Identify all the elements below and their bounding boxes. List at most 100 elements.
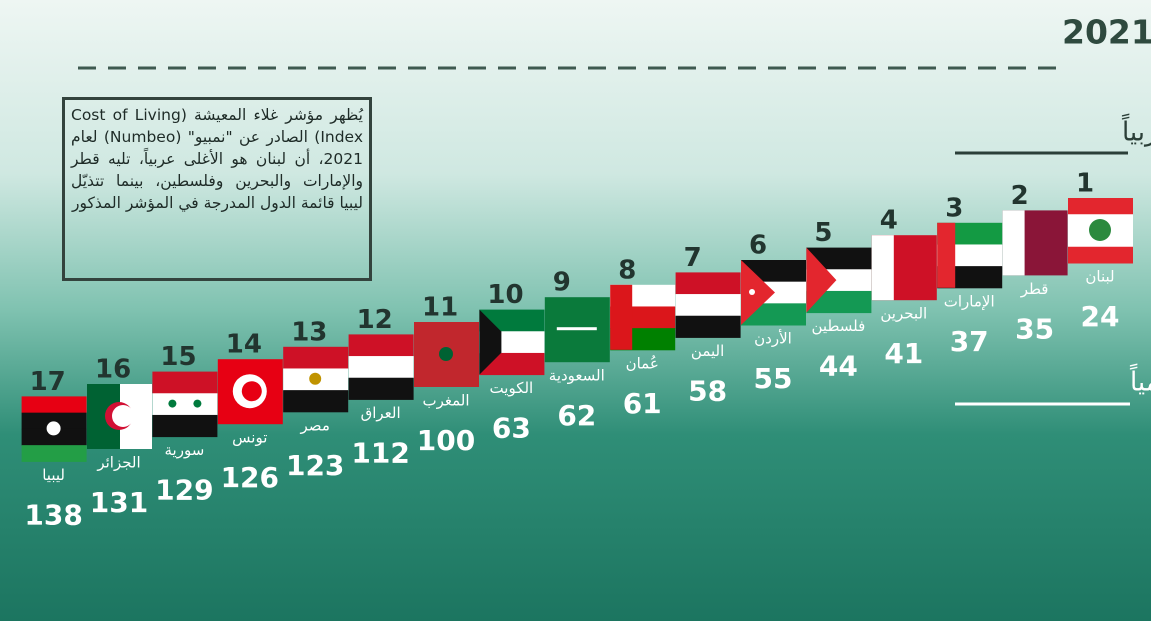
flag-part [152, 371, 218, 394]
arab-rank: 8 [618, 255, 636, 285]
flag-part [610, 284, 633, 350]
flag-part [439, 347, 453, 361]
flag [806, 247, 872, 314]
country-name: اليمن [691, 342, 724, 360]
world-rank: 138 [24, 498, 82, 531]
world-rank: 35 [1015, 312, 1054, 345]
flag [21, 396, 87, 462]
flag-part [348, 377, 414, 400]
arab-rank: 10 [487, 280, 523, 310]
country-name: ليبيا [42, 466, 65, 484]
flag [610, 284, 676, 351]
arab-rank: 9 [553, 268, 571, 298]
flag-part [283, 346, 349, 369]
title: تعرّف إلى أغلى الدول العربية في تكاليف ا… [1062, 11, 1151, 53]
country-name: قطر [1020, 280, 1049, 298]
flag-part [806, 290, 872, 314]
country-name: لبنان [1085, 268, 1114, 286]
arab-rank: 17 [30, 367, 66, 397]
flag-part [1068, 246, 1133, 264]
flag [937, 222, 1003, 289]
world-rank: 37 [950, 325, 989, 358]
flag-part [152, 414, 218, 438]
flag-part [806, 247, 837, 313]
flag-part [21, 396, 87, 414]
flag-part [193, 399, 202, 408]
arab-rank: 16 [95, 355, 131, 385]
world-rank-heading: المرتبة عالمياً [1129, 363, 1151, 398]
flag-part [479, 352, 545, 376]
flag-part [1002, 210, 1025, 276]
world-rank: 112 [351, 436, 409, 469]
world-rank: 55 [754, 362, 793, 395]
world-rank: 123 [286, 449, 344, 482]
flag-part [21, 428, 87, 446]
arab-rank: 3 [945, 193, 963, 223]
flag [871, 235, 937, 301]
flag-part [21, 445, 87, 462]
flag-part [675, 315, 741, 338]
flag-part [937, 222, 956, 288]
flag [283, 346, 349, 413]
world-rank: 63 [492, 412, 531, 445]
arab-rank: 13 [291, 317, 327, 347]
arab-rank: 2 [1011, 181, 1029, 211]
country-name: الجزائر [96, 454, 140, 472]
country-name: البحرين [880, 305, 927, 323]
world-rank: 62 [557, 399, 596, 432]
flag [544, 297, 610, 363]
country-name: الأردن [754, 329, 792, 348]
flag [1002, 210, 1068, 276]
country-name: فلسطين [812, 317, 866, 335]
flag [741, 260, 806, 326]
world-rank: 126 [221, 461, 279, 494]
country-name: عُمان [626, 354, 659, 372]
country-name: الإمارات [944, 292, 995, 310]
world-rank: 44 [819, 350, 858, 383]
arab-rank-heading: المرتبة عربياً [1121, 113, 1151, 148]
flag-part [21, 412, 87, 430]
flag [152, 371, 218, 438]
arab-rank: 12 [357, 305, 393, 335]
flag-part [749, 289, 755, 295]
arab-rank: 4 [880, 206, 898, 236]
flag-part [168, 399, 177, 408]
flag-part [283, 390, 349, 413]
world-rank: 129 [155, 474, 213, 507]
flag-part [1068, 198, 1133, 215]
country-name: تونس [232, 429, 267, 447]
country-name: السعودية [549, 367, 605, 385]
arab-rank: 7 [684, 243, 702, 273]
world-rank: 24 [1081, 300, 1120, 333]
flag-part [348, 334, 414, 357]
flag-part [46, 421, 61, 436]
world-rank: 131 [90, 486, 148, 519]
flag-part [1089, 219, 1111, 241]
world-rank: 100 [417, 424, 475, 457]
flag-part [348, 356, 414, 379]
flag [87, 384, 152, 449]
arab-rank: 14 [226, 330, 262, 360]
flag [479, 309, 545, 376]
flag-part [675, 294, 741, 317]
country-name: العراق [361, 404, 401, 422]
country-name: المغرب [422, 392, 469, 410]
country-name: سورية [165, 441, 205, 459]
country-name: الكويت [490, 379, 534, 397]
flag-part [309, 372, 322, 385]
flag-part [479, 309, 502, 375]
arab-rank: 6 [749, 231, 767, 261]
intro-box: يُظهر مؤشر غلاء المعيشة (Cost of Living … [62, 97, 372, 281]
flag-part [152, 393, 218, 416]
flag-part [741, 260, 775, 325]
flag [675, 272, 741, 338]
world-rank: 61 [623, 387, 662, 420]
flag [217, 359, 283, 425]
flag-part [871, 235, 894, 301]
arab-rank: 11 [422, 293, 458, 323]
arab-rank: 15 [160, 342, 196, 372]
flag-part [675, 272, 741, 295]
flag-part [241, 381, 262, 402]
